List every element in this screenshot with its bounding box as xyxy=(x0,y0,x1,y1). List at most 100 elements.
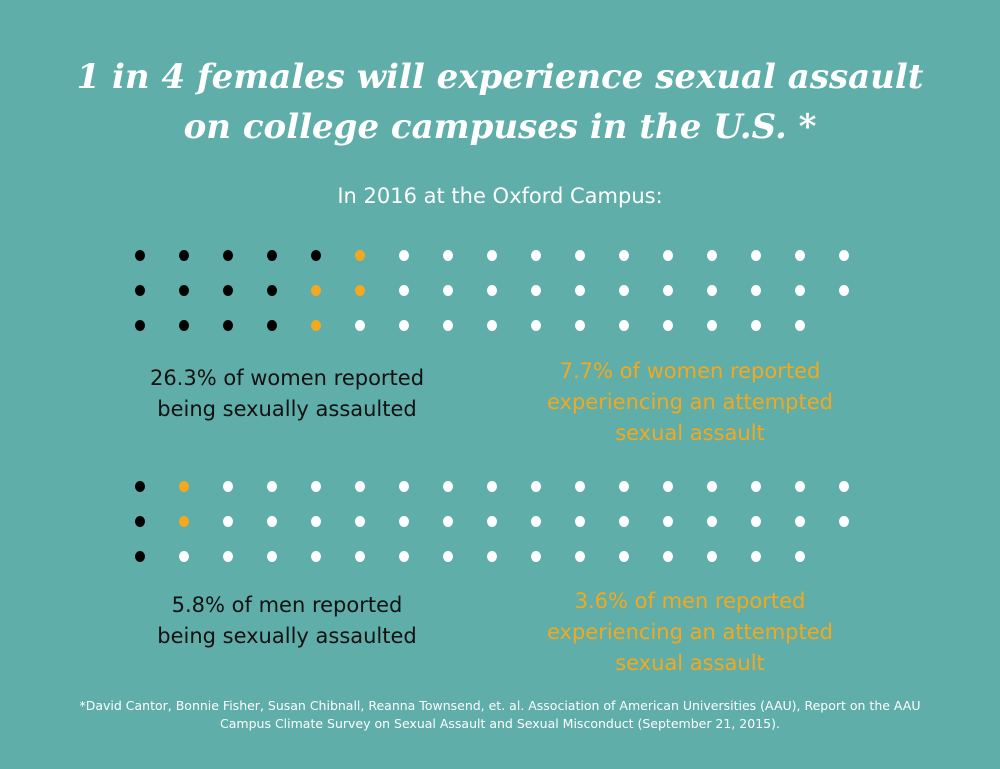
dot xyxy=(399,481,409,492)
dot xyxy=(663,516,673,527)
label-line: sexual assault xyxy=(615,651,765,675)
dot-attempted xyxy=(311,320,321,331)
dot xyxy=(839,285,849,296)
label-line: being sexually assaulted xyxy=(157,397,417,421)
dot xyxy=(355,551,365,562)
dot-assaulted xyxy=(223,250,233,261)
dot xyxy=(839,516,849,527)
dot xyxy=(795,551,805,562)
dot xyxy=(663,481,673,492)
dot xyxy=(531,250,541,261)
headline: 1 in 4 females will experience sexual as… xyxy=(0,52,1000,152)
dot xyxy=(575,250,585,261)
men-attempted-label: 3.6% of men reported experiencing an att… xyxy=(515,586,865,679)
dot xyxy=(443,285,453,296)
dot xyxy=(487,320,497,331)
men-assaulted-label: 5.8% of men reported being sexually assa… xyxy=(112,590,462,652)
dot xyxy=(267,516,277,527)
dot xyxy=(751,250,761,261)
dot xyxy=(751,481,761,492)
dot-attempted xyxy=(355,250,365,261)
dot xyxy=(707,320,717,331)
dot xyxy=(179,551,189,562)
dot xyxy=(751,320,761,331)
dot xyxy=(223,516,233,527)
dot xyxy=(355,481,365,492)
dot xyxy=(531,285,541,296)
dot xyxy=(663,551,673,562)
footnote-line: Campus Climate Survey on Sexual Assault … xyxy=(220,716,780,731)
dot xyxy=(751,516,761,527)
dot xyxy=(795,516,805,527)
label-line: being sexually assaulted xyxy=(157,624,417,648)
dot-assaulted xyxy=(267,285,277,296)
dot xyxy=(487,285,497,296)
label-line: experiencing an attempted xyxy=(546,620,833,644)
dot xyxy=(487,516,497,527)
dot xyxy=(839,250,849,261)
dot xyxy=(619,551,629,562)
dot xyxy=(487,551,497,562)
dot xyxy=(795,285,805,296)
dot-assaulted xyxy=(223,285,233,296)
dot-assaulted xyxy=(135,285,145,296)
dot xyxy=(619,250,629,261)
dot xyxy=(575,285,585,296)
dot-assaulted xyxy=(267,320,277,331)
dot xyxy=(311,481,321,492)
dot xyxy=(355,516,365,527)
dot-assaulted xyxy=(179,250,189,261)
footnote-line: *David Cantor, Bonnie Fisher, Susan Chib… xyxy=(79,698,921,713)
dot xyxy=(223,481,233,492)
dot-attempted xyxy=(179,516,189,527)
dot xyxy=(707,481,717,492)
dot xyxy=(267,551,277,562)
dot xyxy=(355,320,365,331)
dot xyxy=(399,250,409,261)
dot xyxy=(751,285,761,296)
footnote: *David Cantor, Bonnie Fisher, Susan Chib… xyxy=(0,697,1000,733)
subtitle: In 2016 at the Oxford Campus: xyxy=(337,184,663,208)
dot xyxy=(531,516,541,527)
dot xyxy=(575,551,585,562)
dot xyxy=(267,481,277,492)
headline-line-2: on college campuses in the U.S. * xyxy=(183,107,817,147)
dot-assaulted xyxy=(135,481,145,492)
dot-assaulted xyxy=(135,551,145,562)
dot-attempted xyxy=(179,481,189,492)
label-line: 5.8% of men reported xyxy=(171,593,403,617)
dot xyxy=(663,320,673,331)
dot xyxy=(399,516,409,527)
dot xyxy=(575,320,585,331)
dot xyxy=(707,551,717,562)
label-line: 3.6% of men reported xyxy=(574,589,806,613)
dot xyxy=(619,320,629,331)
dot xyxy=(487,481,497,492)
dot xyxy=(399,551,409,562)
label-line: 26.3% of women reported xyxy=(149,366,425,390)
dot-assaulted xyxy=(179,285,189,296)
dot-attempted xyxy=(311,285,321,296)
dot xyxy=(311,551,321,562)
dot xyxy=(751,551,761,562)
dot-assaulted xyxy=(135,250,145,261)
men-dot-grid xyxy=(0,481,1000,571)
dot xyxy=(795,320,805,331)
dot xyxy=(487,250,497,261)
dot xyxy=(443,320,453,331)
dot xyxy=(399,285,409,296)
dot xyxy=(663,250,673,261)
dot xyxy=(531,320,541,331)
headline-line-1: 1 in 4 females will experience sexual as… xyxy=(76,57,924,97)
dot xyxy=(795,481,805,492)
women-dot-grid xyxy=(0,250,1000,340)
dot xyxy=(795,250,805,261)
dot xyxy=(839,481,849,492)
label-line: sexual assault xyxy=(615,421,765,445)
women-attempted-label: 7.7% of women reported experiencing an a… xyxy=(515,356,865,449)
label-line: 7.7% of women reported xyxy=(559,359,821,383)
dot xyxy=(399,320,409,331)
dot xyxy=(707,285,717,296)
dot xyxy=(619,516,629,527)
dot xyxy=(443,481,453,492)
